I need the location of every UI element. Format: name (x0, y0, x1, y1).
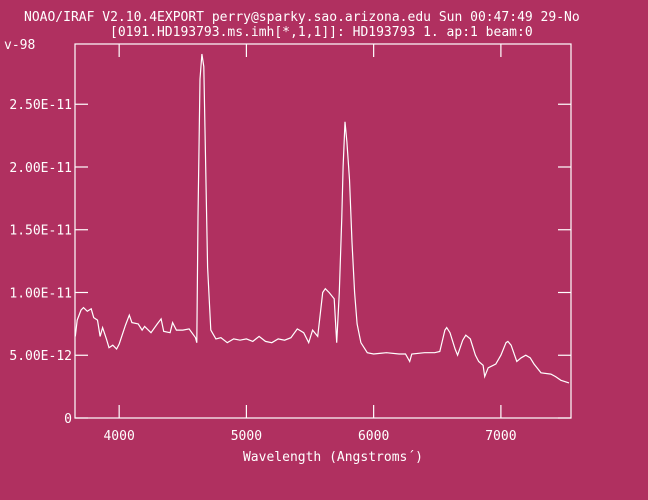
y-tick-label: 0 (64, 412, 72, 427)
plot-header-line1: NOAO/IRAF V2.10.4EXPORT perry@sparky.sao… (24, 10, 580, 25)
y-tick-label: 1.50E-11 (9, 224, 72, 239)
y-tick-label: 2.00E-11 (9, 161, 72, 176)
y-tick-label: 2.50E-11 (9, 98, 72, 113)
plot-frame (74, 43, 572, 419)
x-tick-label: 5000 (231, 429, 262, 444)
x-tick-label: 6000 (358, 429, 389, 444)
y-tick-label: 1.00E-11 (9, 286, 72, 301)
x-tick-label: 7000 (485, 429, 516, 444)
x-axis-label: Wavelength (Angstroms´) (243, 450, 423, 465)
plot-header-line2: [0191.HD193793.ms.imh[*,1,1]]: HD193793 … (110, 25, 533, 40)
y-tick-label: 5.00E-12 (9, 349, 72, 364)
corner-label: v-98 (4, 38, 36, 53)
spectrum-line (74, 53, 570, 384)
x-tick-label: 4000 (103, 429, 134, 444)
